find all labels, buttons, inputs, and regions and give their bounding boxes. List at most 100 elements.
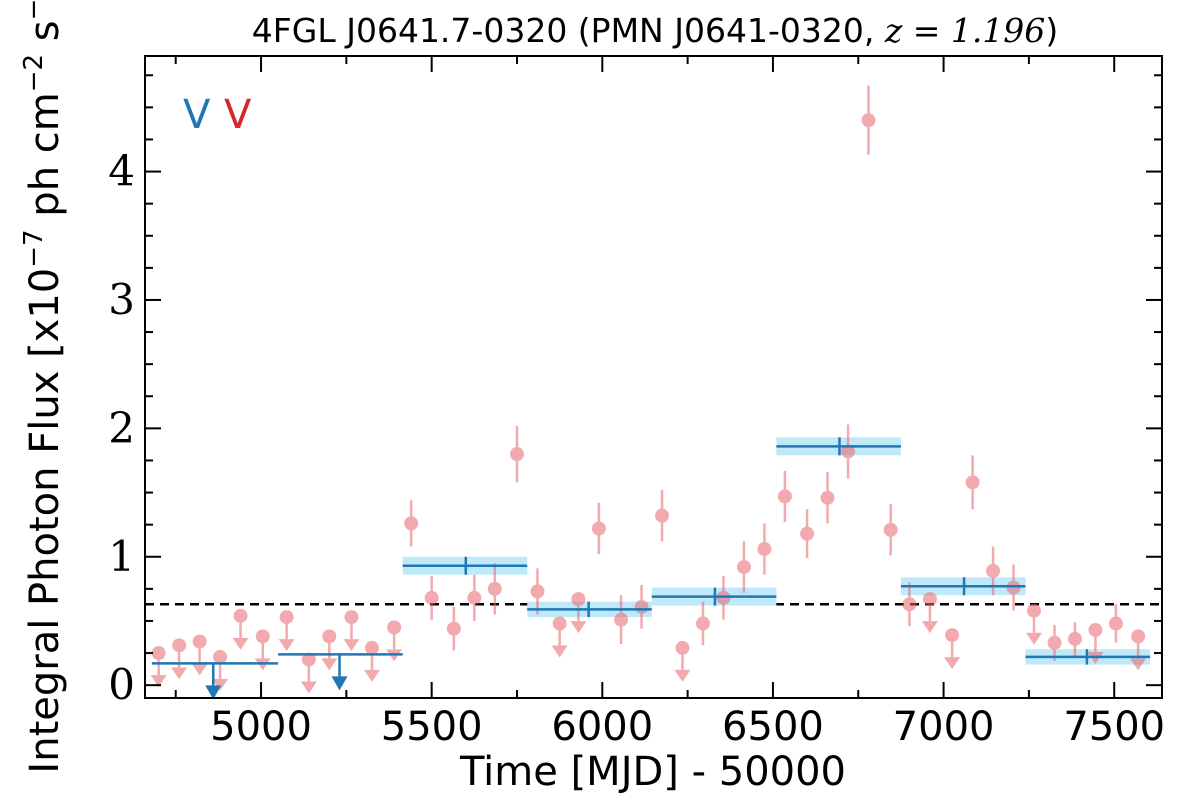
- monthly-point: [716, 590, 731, 605]
- monthly-detection: [695, 601, 710, 646]
- monthly-ul-arrow: [232, 637, 249, 650]
- monthly-detection: [883, 504, 898, 556]
- x-axis-label: Time [MJD] - 50000: [459, 749, 846, 795]
- monthly-point: [800, 526, 815, 541]
- monthly-detection: [509, 425, 524, 483]
- monthly-upper-limit: [944, 628, 961, 670]
- monthly-point: [986, 563, 1001, 578]
- monthly-ul-point: [364, 640, 379, 655]
- monthly-detection: [1067, 622, 1082, 656]
- monthly-ul-point: [322, 629, 337, 644]
- monthly-detection: [634, 585, 649, 629]
- y-label-exp1: −7: [19, 229, 49, 267]
- y-tick-label: 4: [108, 147, 135, 196]
- monthly-points-layer: [150, 85, 1147, 694]
- monthly-point: [530, 584, 545, 599]
- monthly-detection: [614, 595, 629, 645]
- legend-label-monthly-band: V: [183, 92, 211, 138]
- monthly-point: [1006, 580, 1021, 595]
- x-tick-label: 5500: [381, 704, 483, 750]
- monthly-upper-limit: [343, 610, 360, 652]
- monthly-ul-arrow: [150, 675, 167, 688]
- monthly-ul-point: [1027, 603, 1042, 618]
- monthly-detection: [1047, 624, 1062, 661]
- x-tick-label: 6500: [722, 704, 824, 750]
- monthly-detection: [446, 606, 461, 651]
- chart-title-close: ): [1045, 11, 1058, 50]
- ticks-layer: [145, 56, 1162, 698]
- monthly-ul-arrow: [191, 663, 208, 676]
- monthly-ul-point: [233, 608, 248, 623]
- monthly-ul-arrow: [944, 657, 961, 670]
- y-tick-label: 2: [108, 403, 135, 452]
- monthly-point: [614, 612, 629, 627]
- monthly-point: [634, 599, 649, 614]
- chart-title: 4FGL J0641.7-0320 (PMN J0641-0320, z = 1…: [252, 11, 1058, 50]
- band-fill-layer: [402, 437, 1151, 665]
- y-tick-label: 3: [108, 275, 135, 324]
- monthly-ul-point: [279, 610, 294, 625]
- monthly-ul-point: [301, 652, 316, 667]
- monthly-point: [777, 489, 792, 504]
- y-axis-label: Integral Photon Flux [x10−7 ph cm−2 s−1]: [19, 0, 68, 774]
- monthly-point: [487, 581, 502, 596]
- monthly-ul-point: [151, 646, 166, 661]
- monthly-point: [404, 516, 419, 531]
- monthly-upper-limit: [278, 610, 295, 652]
- monthly-detection: [965, 455, 980, 510]
- monthly-ul-point: [571, 592, 586, 607]
- monthly-point: [841, 444, 856, 459]
- y-label-mid: ph cm: [22, 92, 68, 229]
- monthly-upper-limit: [1026, 603, 1043, 645]
- monthly-detection: [655, 489, 670, 542]
- monthly-upper-limit: [300, 652, 317, 694]
- monthly-point: [509, 447, 524, 462]
- monthly-detection: [800, 509, 815, 559]
- monthly-point: [424, 590, 439, 605]
- y-label-mid2: s: [22, 20, 68, 54]
- monthly-ul-arrow: [343, 639, 360, 652]
- tick-labels-layer: 5000 5500 6000 6500 7000 7500 0 1 2 3 4: [108, 147, 1165, 750]
- monthly-ul-point: [192, 634, 207, 649]
- chart-title-redshift: z = 1.196: [884, 11, 1046, 50]
- monthly-point: [902, 597, 917, 612]
- monthly-ul-point: [387, 620, 402, 635]
- monthly-ul-point: [213, 649, 228, 664]
- monthly-point: [965, 475, 980, 490]
- band-ul-arrow: [331, 676, 348, 691]
- monthly-upper-limit: [232, 608, 249, 650]
- plot-frame: [144, 55, 1163, 699]
- monthly-detection: [902, 582, 917, 627]
- monthly-ul-arrow: [1130, 658, 1147, 671]
- monthly-ul-arrow: [1026, 632, 1043, 645]
- monthly-detection: [736, 541, 751, 593]
- monthly-upper-limit: [150, 646, 167, 688]
- monthly-detection: [716, 576, 731, 620]
- monthly-point: [467, 590, 482, 605]
- legend-v-blue: V: [183, 92, 211, 138]
- monthly-point: [736, 560, 751, 575]
- monthly-point: [1047, 635, 1062, 650]
- monthly-detection: [404, 500, 419, 547]
- monthly-ul-point: [675, 640, 690, 655]
- monthly-upper-limit: [921, 592, 938, 634]
- monthly-upper-limit: [321, 629, 338, 671]
- monthly-point: [757, 542, 772, 557]
- monthly-upper-limit: [191, 634, 208, 676]
- monthly-point: [883, 522, 898, 537]
- monthly-upper-limit: [1130, 629, 1147, 671]
- monthly-upper-limit: [674, 640, 691, 682]
- monthly-detection: [591, 502, 606, 555]
- band-ul-arrow: [205, 685, 222, 700]
- monthly-ul-arrow: [300, 681, 317, 694]
- monthly-ul-point: [344, 610, 359, 625]
- monthly-detection: [487, 563, 502, 615]
- y-tick-label: 0: [108, 660, 135, 709]
- y-label-exp3: −1: [19, 0, 49, 20]
- monthly-point: [820, 490, 835, 505]
- x-tick-label: 7500: [1063, 704, 1165, 750]
- monthly-detection: [820, 472, 835, 524]
- x-tick-label: 6000: [551, 704, 653, 750]
- monthly-detection: [1006, 564, 1021, 611]
- monthly-point: [591, 521, 606, 536]
